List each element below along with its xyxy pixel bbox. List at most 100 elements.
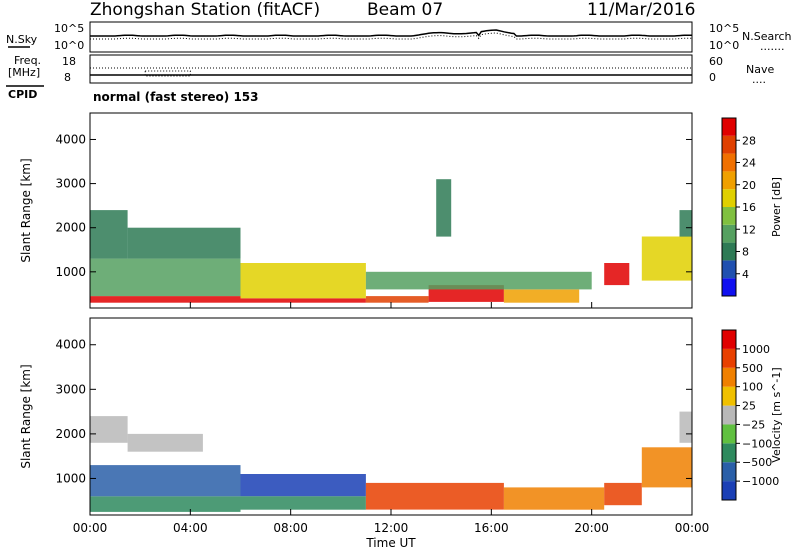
power-colorbar-cell xyxy=(722,189,736,207)
velocity-colorbar-label: 1000 xyxy=(742,343,770,356)
velocity-colorbar-cell xyxy=(722,348,736,368)
beam-title: Beam 07 xyxy=(367,0,444,20)
cpid-value: normal (fast stereo) 153 xyxy=(93,90,259,104)
noise-left-tick-high: 10^5 xyxy=(54,22,85,35)
xtick-label: 16:00 xyxy=(474,521,509,535)
velocity-echo-band xyxy=(90,496,241,512)
velocity-echo-band xyxy=(240,496,366,510)
power-colorbar-cell xyxy=(722,118,736,136)
xaxis-label: Time UT xyxy=(365,536,416,550)
nave-label: Nave xyxy=(746,63,775,76)
noise-sky-label: N.Sky xyxy=(6,33,38,46)
power-colorbar-cell xyxy=(722,260,736,279)
power-echo-band xyxy=(365,296,429,303)
power-echo-band xyxy=(503,289,580,303)
power-echo-band xyxy=(679,210,692,237)
velocity-colorbar-label: −1000 xyxy=(742,475,779,488)
xtick-label: 04:00 xyxy=(173,521,208,535)
power-colorbar-cell xyxy=(722,224,736,243)
freq-label: Freq. xyxy=(14,54,42,67)
power-ytick-label: 2000 xyxy=(55,221,86,235)
velocity-echo-band xyxy=(604,482,642,506)
velocity-echo-band xyxy=(503,487,605,510)
velocity-colorbar-label: 100 xyxy=(742,381,763,394)
velocity-ytick-label: 3000 xyxy=(55,382,86,396)
velocity-colorbar-cell xyxy=(722,367,736,387)
nave-right-tick-high: 60 xyxy=(709,55,723,68)
velocity-ytick-label: 1000 xyxy=(55,471,86,485)
noise-panel-frame xyxy=(89,21,693,53)
noise-search-label: N.Search xyxy=(742,30,792,43)
freq-left-tick-high: 18 xyxy=(62,55,76,68)
power-colorbar-label: 20 xyxy=(742,179,756,192)
search-noise-trace xyxy=(90,32,693,40)
date-title: 11/Mar/2016 xyxy=(587,0,696,20)
cpid-label: CPID xyxy=(8,88,38,101)
power-colorbar-cell xyxy=(722,153,736,172)
velocity-echo-band xyxy=(641,447,692,488)
velocity-colorbar-label: 25 xyxy=(742,400,756,413)
velocity-colorbar-label: 500 xyxy=(742,362,763,375)
power-ylabel: Slant Range [km] xyxy=(19,158,33,262)
power-colorbar-cell xyxy=(722,207,736,225)
power-colorbar-label: 8 xyxy=(742,246,749,259)
velocity-echo-band xyxy=(90,465,241,497)
power-colorbar-cell xyxy=(722,242,736,261)
noise-right-tick-low: 10^0 xyxy=(709,39,740,52)
power-ytick-label: 4000 xyxy=(55,132,86,146)
frequency-panel-frame xyxy=(89,54,693,84)
sky-noise-trace xyxy=(90,29,693,37)
power-echo-band xyxy=(604,263,630,286)
power-colorbar-label: 16 xyxy=(742,201,756,214)
xtick-label: 00:00 xyxy=(675,521,710,535)
velocity-colorbar-cell xyxy=(722,330,736,349)
velocity-colorbar-cell xyxy=(722,424,736,444)
xtick-label: 00:00 xyxy=(73,521,108,535)
freq-unit-label: [MHz] xyxy=(8,66,41,79)
xtick-label: 12:00 xyxy=(374,521,409,535)
power-colorbar-label: 12 xyxy=(742,223,756,236)
noise-search-legend: ....... xyxy=(760,40,785,53)
power-echo-band xyxy=(90,258,241,297)
velocity-ytick-label: 2000 xyxy=(55,427,86,441)
velocity-echo-band xyxy=(240,474,366,497)
power-echo-band xyxy=(365,271,592,290)
velocity-colorbar-label: −100 xyxy=(742,437,772,450)
velocity-ytick-label: 4000 xyxy=(55,338,86,352)
station-title: Zhongshan Station (fitACF) xyxy=(90,0,321,20)
power-echo-band xyxy=(127,227,241,259)
velocity-colorbar-cell xyxy=(722,386,736,406)
velocity-colorbar-cell xyxy=(722,443,736,463)
power-echo-band xyxy=(90,210,128,259)
power-colorbar-cell xyxy=(722,171,736,190)
power-ytick-label: 3000 xyxy=(55,177,86,191)
freq-left-tick-low: 8 xyxy=(64,71,71,84)
power-echo-band xyxy=(240,263,366,299)
power-colorbar-label: 4 xyxy=(742,268,749,281)
velocity-echo-band xyxy=(127,433,203,452)
velocity-colorbar-title: Velocity [m s^-1] xyxy=(770,367,783,462)
noise-right-tick-high: 10^5 xyxy=(709,22,740,35)
nave-right-tick-low: 0 xyxy=(709,71,716,84)
power-colorbar-label: 24 xyxy=(742,157,756,170)
velocity-colorbar-label: −500 xyxy=(742,456,772,469)
power-colorbar-label: 28 xyxy=(742,134,756,147)
power-echo-band xyxy=(436,179,452,237)
velocity-colorbar-cell xyxy=(722,462,736,482)
power-colorbar-cell xyxy=(722,278,736,296)
noise-left-tick-low: 10^0 xyxy=(54,39,85,52)
power-echo-band xyxy=(641,236,692,281)
velocity-echo-band xyxy=(679,411,692,443)
velocity-echo-band xyxy=(365,482,504,510)
velocity-ylabel: Slant Range [km] xyxy=(19,364,33,468)
velocity-colorbar-label: −25 xyxy=(742,418,765,431)
nave-legend: .... xyxy=(752,73,766,86)
velocity-colorbar-frame xyxy=(721,329,737,501)
xtick-label: 20:00 xyxy=(574,521,609,535)
velocity-colorbar-cell xyxy=(722,405,736,425)
velocity-colorbar-cell xyxy=(722,481,736,500)
nave-dip-trace xyxy=(144,70,191,77)
power-colorbar-title: Power [dB] xyxy=(770,177,783,237)
